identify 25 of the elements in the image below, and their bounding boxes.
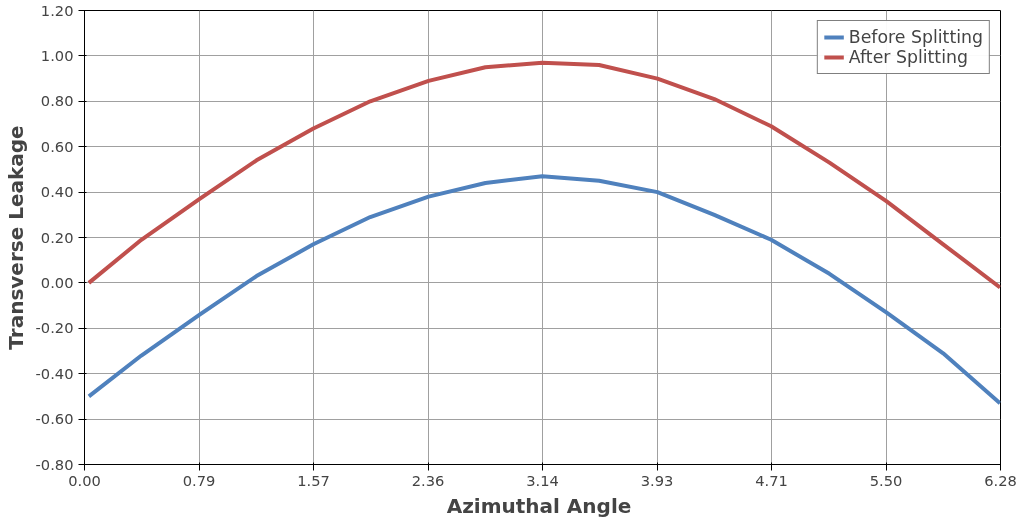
x-tick-label: 3.93 [640, 471, 674, 489]
y-axis-title: Transverse Leakage [3, 125, 28, 350]
y-tick-label: 0.00 [40, 273, 74, 291]
x-axis-title: Azimuthal Angle [446, 493, 632, 518]
y-tick-label: -0.40 [35, 364, 74, 382]
legend-label: Before Splitting [848, 27, 983, 47]
legend-label: After Splitting [848, 47, 968, 67]
x-tick-label: 4.71 [755, 471, 788, 489]
y-tick-label: -0.20 [35, 319, 74, 337]
y-tick-label: 0.80 [40, 92, 74, 110]
x-tick-label: 5.50 [869, 471, 903, 489]
x-tick-label: 1.57 [297, 471, 330, 489]
x-tick-label: 0.79 [182, 471, 216, 489]
line-series [86, 174, 1001, 406]
y-tick-label: 0.40 [40, 183, 74, 201]
y-tick-label: 1.00 [40, 46, 74, 64]
x-tick-label: 6.28 [984, 471, 1017, 489]
y-tick-label: -0.80 [35, 455, 74, 473]
y-tick-label: 0.20 [40, 228, 74, 246]
x-tick-label: 0.00 [68, 471, 101, 489]
y-tick-label: -0.60 [35, 410, 74, 428]
y-tick-label: 1.20 [40, 1, 74, 19]
x-tick-label: 3.14 [526, 471, 559, 489]
y-tick-label: 0.60 [40, 137, 74, 155]
x-tick-label: 2.36 [411, 471, 445, 489]
